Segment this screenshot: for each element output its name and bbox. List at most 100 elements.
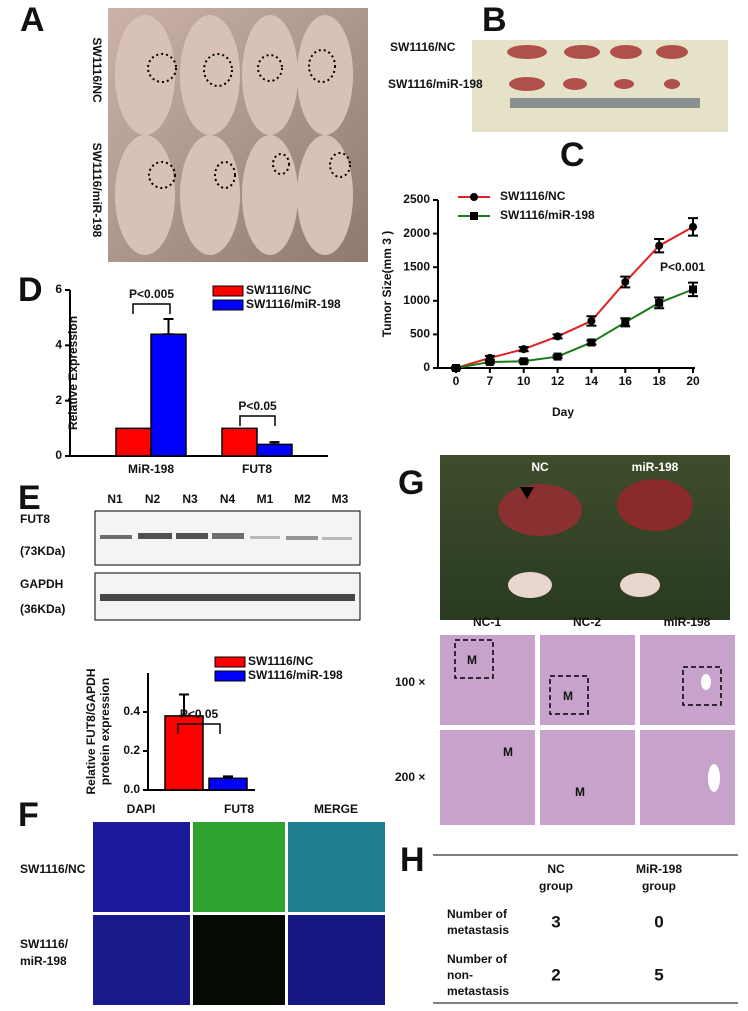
ruler: [510, 98, 700, 108]
y-tick-label: 0: [423, 360, 430, 374]
marker: [485, 357, 494, 366]
legend-swatch: [212, 285, 244, 297]
metastasis-marker: M: [503, 745, 513, 759]
y-tick-label: 0.4: [123, 704, 140, 718]
column-header: group: [642, 879, 676, 893]
x-tick-label: 0: [453, 374, 460, 388]
panel-letter: H: [400, 841, 425, 879]
row-label: 200 ×: [395, 770, 425, 784]
y-tick-label: 2000: [403, 226, 430, 240]
y-tick-label: 2500: [403, 192, 430, 206]
lane-label: M1: [257, 492, 274, 506]
x-tick-label: 18: [652, 374, 666, 388]
row-label: metastasis: [447, 923, 509, 937]
row-label: SW1116/: [20, 937, 69, 951]
annotation: P<0.001: [660, 260, 705, 274]
y-axis-label: Relative Expression: [66, 316, 80, 430]
bar: [164, 715, 204, 791]
fluorescence-images: [93, 822, 385, 1005]
annotation: P<0.005: [129, 287, 174, 301]
group-label: SW1116/miR-198: [388, 77, 483, 91]
lane-label: N2: [145, 492, 161, 506]
row-label: Number of: [447, 952, 508, 966]
mice: [115, 15, 353, 255]
y-tick-label: 2: [55, 393, 62, 407]
marker: [655, 241, 664, 250]
column-label: NC-1: [473, 615, 501, 629]
legend-swatch: [212, 299, 244, 311]
metastasis-marker: M: [563, 689, 573, 703]
bar: [208, 777, 248, 791]
lane-label: N1: [107, 492, 123, 506]
row-label: miR-198: [20, 954, 67, 968]
x-axis-label: Day: [552, 405, 574, 419]
panel-letter: G: [398, 464, 424, 502]
legend-marker: [470, 193, 478, 201]
marker: [689, 222, 697, 231]
marker: [519, 357, 528, 366]
legend-label: SW1116/NC: [246, 283, 312, 297]
significance-bracket: [239, 415, 276, 426]
error-bar: [163, 318, 174, 336]
column-header: group: [539, 879, 573, 893]
marker: [452, 364, 460, 372]
bar: [221, 427, 258, 457]
y-axis-label: Relative FUT8/GAPDH: [84, 668, 98, 794]
lane-label: N3: [182, 492, 198, 506]
group-label: SW1116/NC: [390, 40, 456, 54]
significance-bracket: [132, 303, 171, 314]
y-tick-label: 0.0: [123, 782, 140, 796]
metastasis-marker: M: [575, 785, 585, 799]
significance-bracket: [177, 723, 221, 734]
marker: [621, 277, 630, 286]
legend-label: SW1116/miR-198: [246, 297, 341, 311]
legend-label: SW1116/NC: [500, 189, 566, 203]
column-label: DAPI: [127, 802, 156, 816]
vessels: [701, 674, 720, 792]
row-label: Number of: [447, 907, 508, 921]
legend-label: SW1116/miR-198: [500, 208, 595, 222]
table-cell: 5: [654, 965, 663, 984]
y-axis-label: protein expression: [98, 678, 112, 785]
legend-marker: [470, 212, 478, 220]
y-tick-label: 1000: [403, 293, 430, 307]
column-label: MERGE: [314, 802, 358, 816]
bands: [100, 533, 355, 601]
x-tick-label: 16: [619, 374, 633, 388]
panel-letter: C: [560, 136, 585, 174]
liver-photo: [440, 455, 730, 620]
tumors: [507, 45, 688, 91]
bar: [150, 333, 187, 457]
marker: [655, 298, 664, 307]
blot-label: GAPDH: [20, 577, 63, 591]
panel-letter: E: [18, 479, 41, 517]
marker: [553, 332, 562, 341]
annotation: P<0.05: [238, 399, 277, 413]
row-label: SW1116/NC: [20, 862, 86, 876]
column-header: MiR-198: [636, 862, 682, 876]
series-line: [455, 288, 694, 369]
legend-swatch: [214, 656, 246, 668]
legend-label: SW1116/miR-198: [248, 668, 343, 682]
table-cell: 0: [654, 912, 663, 931]
x-tick-label: 14: [585, 374, 599, 388]
photo-label: miR-198: [632, 460, 679, 474]
zoom-boxes: [454, 639, 722, 715]
marker: [519, 345, 528, 354]
x-tick-label: 20: [686, 374, 700, 388]
annotation: P<0.05: [180, 707, 219, 721]
marker: [587, 338, 596, 347]
lane-label: N4: [220, 492, 236, 506]
x-tick-label: 10: [517, 374, 531, 388]
table-cell: 2: [551, 965, 560, 984]
panel-letter: A: [20, 1, 45, 39]
group-label: SW1116/miR-198: [90, 143, 104, 238]
y-tick-label: 6: [55, 282, 62, 296]
group-label: SW1116/NC: [90, 37, 104, 103]
photo-label: NC: [531, 460, 549, 474]
panel-letter: B: [482, 1, 507, 39]
livers: [498, 479, 693, 598]
bar: [256, 443, 293, 457]
legend-swatch: [214, 670, 246, 682]
